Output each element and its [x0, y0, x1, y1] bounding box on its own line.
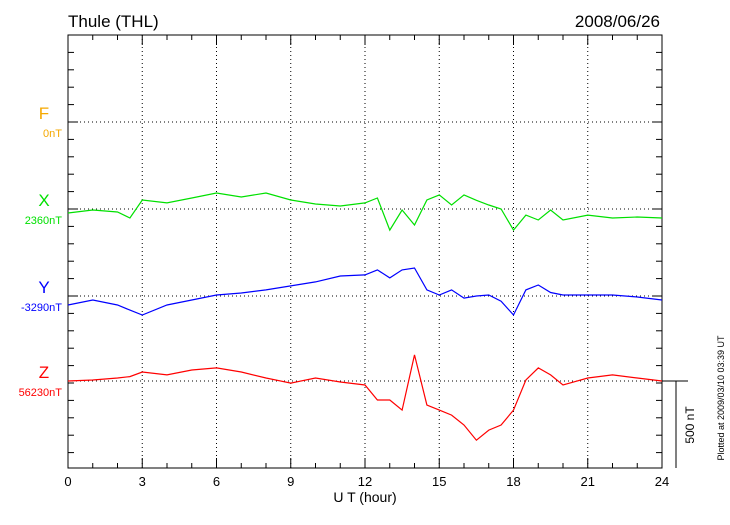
x-tick-label: 9	[287, 474, 294, 489]
x-tick-label: 15	[432, 474, 446, 489]
series-baseline-z: 56230nT	[19, 387, 63, 399]
x-tick-label: 24	[655, 474, 669, 489]
chart-title: Thule (THL)	[68, 12, 159, 31]
series-baseline-f: 0nT	[43, 128, 62, 140]
series-name-z: Z	[39, 363, 49, 382]
chart-date: 2008/06/26	[575, 12, 660, 31]
scale-bar-label: 500 nT	[683, 406, 697, 444]
x-tick-label: 21	[581, 474, 595, 489]
x-axis-label: U T (hour)	[333, 489, 396, 505]
x-tick-label: 18	[506, 474, 520, 489]
series-name-f: F	[39, 104, 49, 123]
x-tick-label: 12	[358, 474, 372, 489]
trace-y	[67, 267, 663, 317]
series-baseline-x: 2360nT	[25, 215, 63, 227]
traces	[67, 192, 663, 442]
series-name-y: Y	[38, 278, 49, 297]
trace-z	[67, 354, 663, 442]
series-name-x: X	[38, 191, 49, 210]
x-tick-label: 0	[64, 474, 71, 489]
series-baseline-y: -3290nT	[21, 302, 62, 314]
trace-x	[67, 192, 663, 232]
x-tick-label: 6	[213, 474, 220, 489]
scale-bar: 500 nT	[662, 380, 697, 468]
axes: 0 3 6 9 12 15 18 21 24	[64, 34, 669, 489]
series-labels: F 0nT X 2360nT Y -3290nT Z 56230nT	[19, 104, 63, 399]
grid	[68, 35, 662, 468]
plotted-note: Plotted at 2009/03/10 03:39 UT	[716, 335, 726, 461]
x-tick-label: 3	[139, 474, 146, 489]
